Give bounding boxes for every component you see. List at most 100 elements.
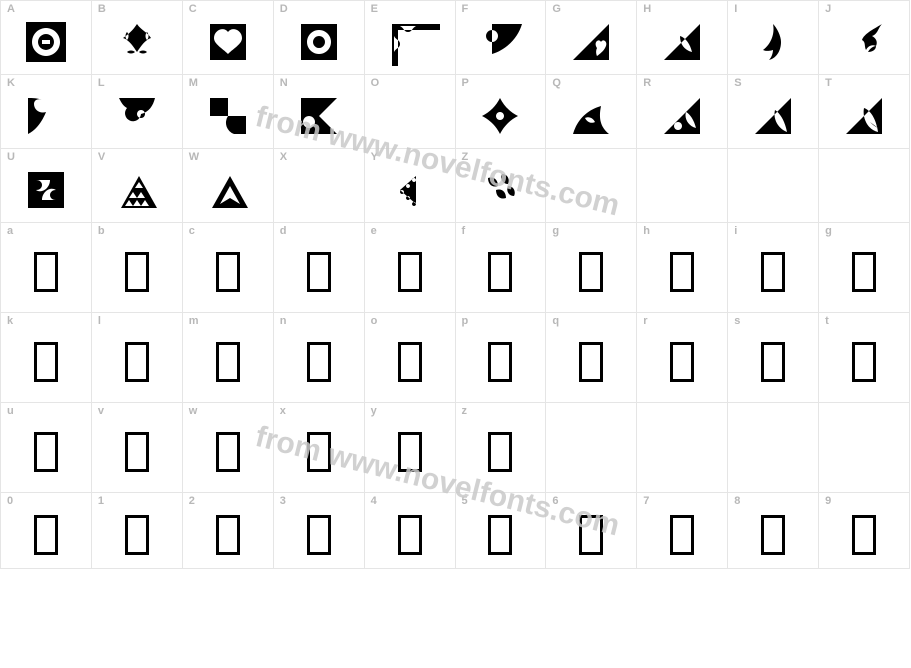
corner-floral-glyph [476,18,524,66]
cell-label: X [280,151,287,163]
notdef-glyph [398,432,422,472]
glyph-cell: p [456,313,547,403]
notdef-glyph [488,252,512,292]
notdef-glyph [398,515,422,555]
notdef-glyph [216,515,240,555]
notdef-glyph [852,515,876,555]
glyph-wrap [546,493,636,562]
glyph-cell: k [1,313,92,403]
cell-label: f [462,225,466,237]
cell-label: b [98,225,105,237]
notdef-glyph [670,342,694,382]
cell-label: Y [371,151,378,163]
glyph-cell: N [274,75,365,149]
chevron-dots-glyph [386,166,434,214]
empty-cell [637,403,728,493]
glyph-wrap [546,313,636,396]
glyph-cell: T [819,75,910,149]
glyph-cell: Z [456,149,547,223]
cell-label: u [7,405,14,417]
notdef-glyph [852,342,876,382]
glyph-cell: h [637,223,728,313]
glyph-cell: 3 [274,493,365,569]
flower-4pt-glyph [476,92,524,140]
glyph-cell: U [1,149,92,223]
glyph-wrap [1,403,91,486]
glyph-wrap [819,313,909,396]
glyph-wrap [274,313,364,396]
cell-label: M [189,77,198,89]
glyph-wrap [365,313,455,396]
glyph-cell: P [456,75,547,149]
glyph-cell: R [637,75,728,149]
cell-label: G [552,3,561,15]
leaf-cluster-glyph [476,166,524,214]
cell-label: 7 [643,495,649,507]
empty-cell [728,149,819,223]
glyph-cell: v [92,403,183,493]
floral-square-glyph [113,18,161,66]
cell-label: n [280,315,287,327]
cell-label: v [98,405,104,417]
glyph-wrap [728,493,818,562]
cell-label: S [734,77,741,89]
cell-label: F [462,3,469,15]
glyph-cell: S [728,75,819,149]
cell-label: g [825,225,832,237]
notdef-glyph [216,252,240,292]
cell-label: J [825,3,831,15]
glyph-cell: M [183,75,274,149]
cell-label: T [825,77,832,89]
glyph-cell: l [92,313,183,403]
glyph-cell: 2 [183,493,274,569]
glyph-wrap [92,149,182,216]
glyph-cell: 1 [92,493,183,569]
notdef-glyph [488,515,512,555]
cell-label: H [643,3,651,15]
cell-label: 0 [7,495,13,507]
glyph-cell: t [819,313,910,403]
glyph-cell: o [365,313,456,403]
glyph-wrap [728,75,818,142]
oak-corner-glyph [840,18,888,66]
notdef-glyph [125,252,149,292]
empty-cell [546,149,637,223]
glyph-cell: e [365,223,456,313]
notdef-glyph [216,432,240,472]
stripe-feather-glyph [295,166,343,214]
notdef-glyph [579,252,603,292]
glyph-wrap [365,1,455,68]
notdef-glyph [488,342,512,382]
glyph-cell: Q [546,75,637,149]
glyph-cell: B [92,1,183,75]
glyph-cell: 7 [637,493,728,569]
notdef-glyph [398,342,422,382]
glyph-wrap [92,223,182,306]
glyph-wrap [92,75,182,142]
leaf-sprig-glyph [749,18,797,66]
cell-label: a [7,225,13,237]
cell-label: W [189,151,199,163]
glyph-wrap [637,493,727,562]
glyph-wrap [456,1,546,68]
cell-label: y [371,405,377,417]
glyph-cell: b [92,223,183,313]
glyph-cell: F [456,1,547,75]
glyph-cell: d [274,223,365,313]
font-charmap: from www.novelfonts.com from www.novelfo… [0,0,911,569]
scroll-square-glyph [22,166,70,214]
glyph-cell: x [274,403,365,493]
glyph-wrap [819,223,909,306]
glyph-cell: 5 [456,493,547,569]
glyph-cell: y [365,403,456,493]
notdef-glyph [761,515,785,555]
notdef-glyph [307,342,331,382]
cell-label: V [98,151,105,163]
cell-label: d [280,225,287,237]
cell-label: A [7,3,15,15]
empty-cell [819,403,910,493]
notdef-glyph [579,342,603,382]
glyph-wrap [456,75,546,142]
glyph-cell: J [819,1,910,75]
corner-frame-glyph [370,18,450,66]
